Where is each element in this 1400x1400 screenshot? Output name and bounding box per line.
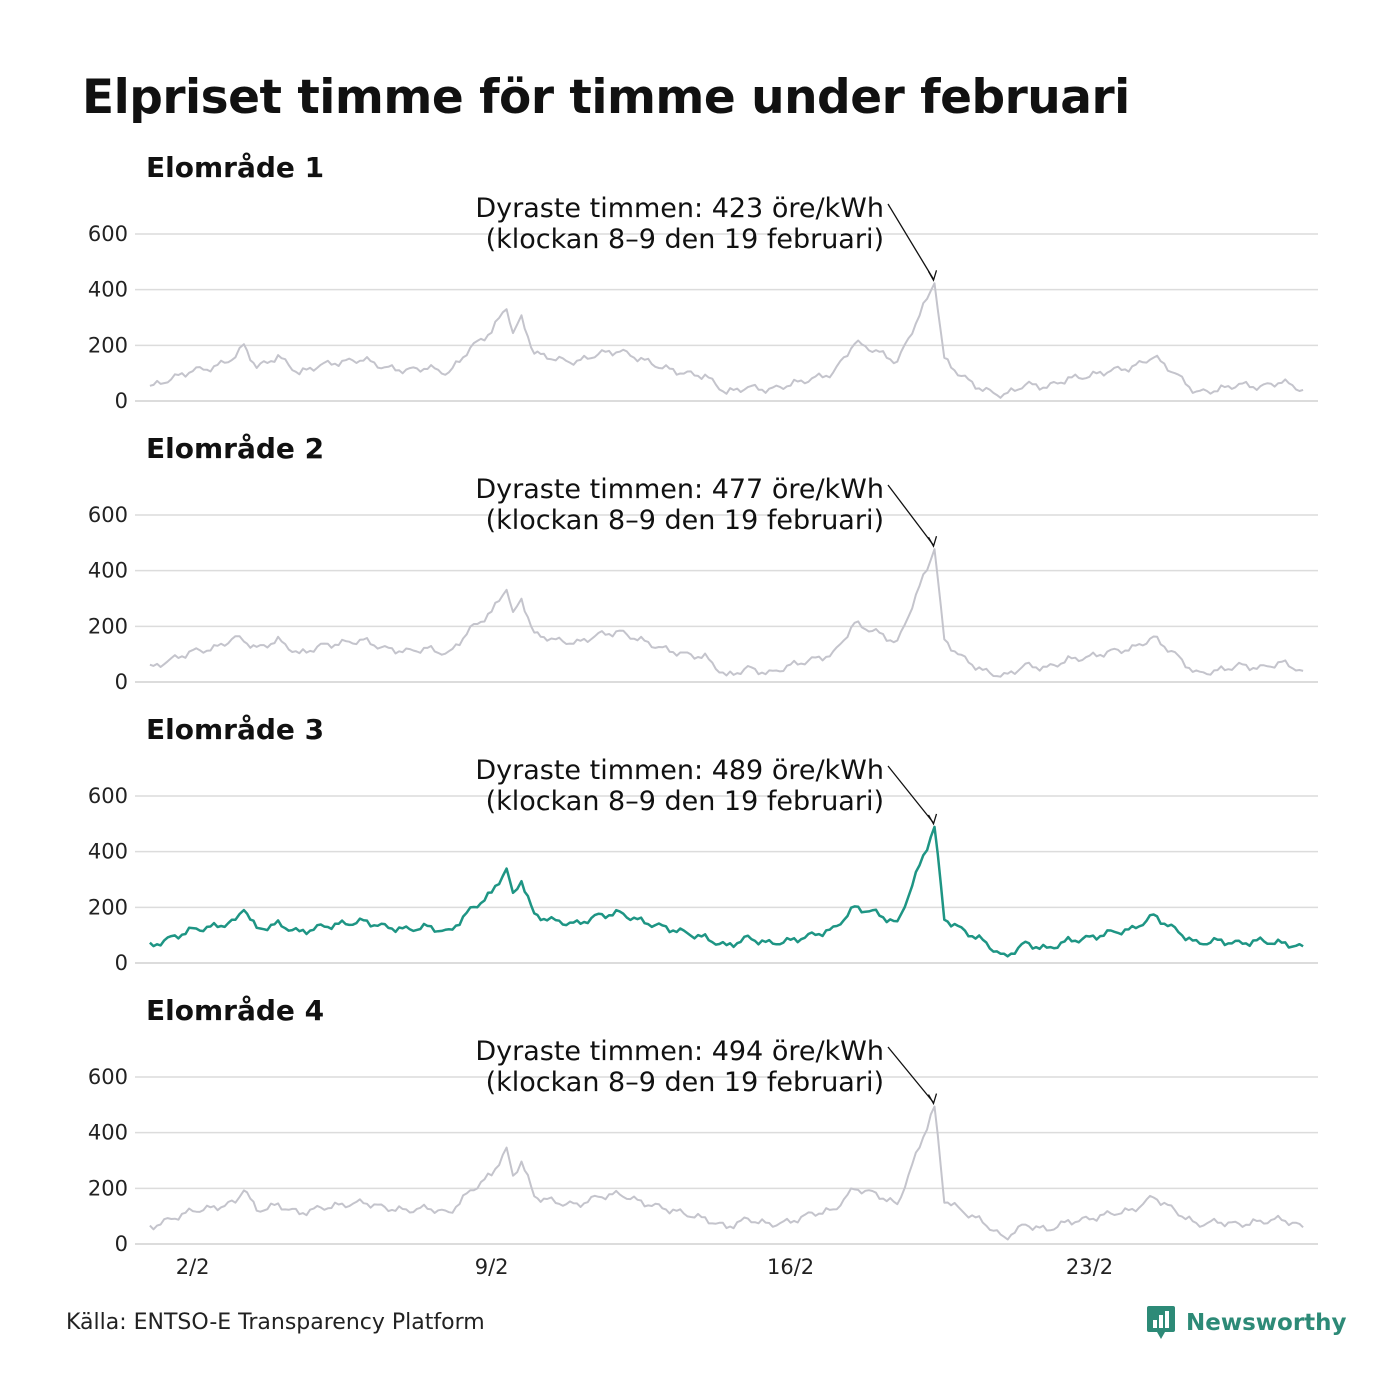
annotation-line-2: (klockan 8–9 den 19 februari) [486,224,884,255]
newsworthy-logo-text: Newsworthy [1186,1310,1347,1336]
y-tick-label: 600 [88,784,128,808]
annotation-arrowhead [927,1093,938,1106]
annotation-arrowhead [927,270,938,282]
annotation-line-1: Dyraste timmen: 494 öre/kWh [475,1036,884,1067]
annotation-line-2: (klockan 8–9 den 19 februari) [486,786,884,817]
chart-title: Elpriset timme för timme under februari [82,70,1130,125]
panel-title: Elområde 1 [146,151,324,184]
series-line [149,282,1304,399]
series-line [149,548,1304,678]
annotation-line-1: Dyraste timmen: 477 öre/kWh [475,474,884,505]
y-tick-label: 600 [88,503,128,527]
source-note: Källa: ENTSO-E Transparency Platform [66,1310,485,1335]
annotation-line-2: (klockan 8–9 den 19 februari) [486,505,884,536]
annotation-arrow [887,203,935,280]
x-tick-label: 2/2 [176,1255,210,1279]
newsworthy-logo: Newsworthy [1146,1303,1347,1343]
annotation-arrowhead [927,813,938,826]
y-tick-label: 0 [115,670,128,694]
annotation-line-1: Dyraste timmen: 489 öre/kWh [475,755,884,786]
panel-title: Elområde 3 [146,713,324,746]
y-tick-label: 200 [88,614,128,638]
y-tick-label: 400 [88,559,128,583]
y-tick-label: 0 [115,1232,128,1256]
y-tick-label: 0 [115,389,128,413]
annotation-arrow [887,484,935,546]
annotation-arrow [887,1046,934,1103]
y-tick-label: 200 [88,1176,128,1200]
series-line [149,1105,1304,1241]
y-tick-label: 600 [88,1065,128,1089]
newsworthy-logo-icon [1147,1306,1175,1339]
annotation-line-2: (klockan 8–9 den 19 februari) [486,1067,884,1098]
series-line [149,825,1304,958]
y-tick-label: 200 [88,333,128,357]
y-tick-label: 0 [115,951,128,975]
x-tick-label: 16/2 [767,1255,814,1279]
x-tick-label: 23/2 [1066,1255,1113,1279]
y-tick-label: 400 [88,1121,128,1145]
y-tick-label: 400 [88,278,128,302]
x-tick-label: 9/2 [475,1255,509,1279]
annotation-arrow [887,765,934,824]
panel-title: Elområde 4 [146,994,324,1027]
annotation-arrowhead [927,536,938,548]
panel-title: Elområde 2 [146,432,324,465]
y-tick-label: 600 [88,222,128,246]
y-tick-label: 200 [88,895,128,919]
y-tick-label: 400 [88,840,128,864]
annotation-line-1: Dyraste timmen: 423 öre/kWh [475,193,884,224]
